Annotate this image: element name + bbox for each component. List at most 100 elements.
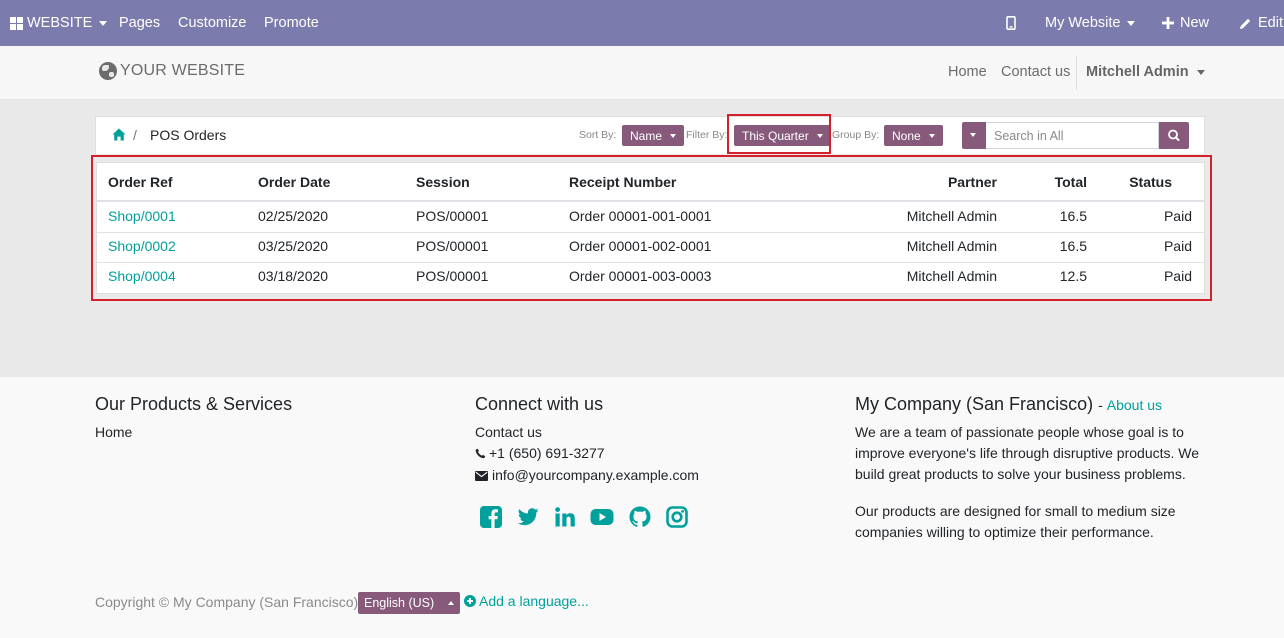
footer-home-link[interactable]: Home [95, 424, 133, 440]
plus-circle-icon [464, 595, 476, 607]
products-heading: Our Products & Services [95, 394, 293, 414]
session: POS/00001 [416, 208, 489, 224]
chevron-down-icon [816, 133, 823, 138]
envelope-icon [475, 470, 488, 481]
order-date: 03/25/2020 [258, 238, 329, 254]
user-name: Mitchell Admin [1086, 64, 1189, 80]
chevron-down-icon [928, 133, 935, 138]
order-date: 03/18/2020 [258, 268, 329, 284]
table-header-divider [97, 200, 1204, 202]
site-logo[interactable]: YOUR WEBSITE [99, 62, 245, 80]
search-input[interactable] [986, 122, 1159, 149]
filter-by-value: This Quarter [742, 128, 809, 143]
breadcrumb-current: POS Orders [150, 127, 227, 143]
phone-number: +1 (650) 691-3277 [489, 445, 605, 461]
row-divider [97, 232, 1204, 233]
site-header: YOUR WEBSITE Home Contact us Mitchell Ad… [0, 46, 1284, 100]
promote-menu[interactable]: Promote [264, 0, 319, 46]
session: POS/00001 [416, 238, 489, 254]
language-selector[interactable]: English (US) [358, 592, 461, 614]
group-by-dropdown[interactable]: None [884, 125, 943, 146]
orders-table: Order Ref Order Date Session Receipt Num… [96, 162, 1205, 294]
youtube-icon[interactable] [590, 505, 614, 529]
breadcrumb-separator: / [133, 127, 137, 143]
col-header-order-date: Order Date [258, 174, 331, 190]
user-menu[interactable]: Mitchell Admin [1086, 64, 1205, 80]
nav-contact-link[interactable]: Contact us [1001, 64, 1071, 80]
search-button[interactable] [1159, 122, 1189, 149]
partner: Mitchell Admin [906, 268, 997, 284]
about-us-link[interactable]: About us [1106, 397, 1163, 413]
chevron-down-icon [99, 20, 108, 26]
col-header-partner: Partner [947, 174, 997, 190]
website-menu-label: WEBSITE [27, 15, 93, 31]
company-title-separator: - [1098, 397, 1103, 413]
company-description: We are a team of passionate people whose… [855, 424, 1200, 482]
plus-icon [1162, 17, 1174, 29]
footer-contact-link[interactable]: Contact us [475, 424, 542, 440]
row-divider [97, 262, 1204, 263]
twitter-icon[interactable] [516, 505, 540, 529]
filter-by-dropdown[interactable]: This Quarter [734, 125, 831, 146]
customize-label: Customize [178, 15, 247, 31]
sort-by-dropdown[interactable]: Name [622, 125, 685, 146]
col-header-receipt-number: Receipt Number [569, 174, 677, 190]
nav-home-link[interactable]: Home [948, 64, 987, 80]
admin-topbar: WEBSITE Pages Customize Promote My Websi… [0, 0, 1284, 46]
search-filter-dropdown[interactable] [962, 122, 986, 149]
instagram-icon[interactable] [665, 505, 689, 529]
order-ref-link[interactable]: Shop/0001 [108, 208, 176, 224]
status: Paid [1163, 208, 1192, 224]
order-ref-link[interactable]: Shop/0002 [108, 238, 176, 254]
new-button[interactable]: New [1162, 0, 1209, 46]
add-language-link[interactable]: Add a language... [464, 593, 589, 609]
col-header-order-ref: Order Ref [108, 174, 173, 190]
globe-icon [99, 62, 117, 80]
pages-menu[interactable]: Pages [119, 0, 160, 46]
logo-text: YOUR WEBSITE [120, 62, 246, 79]
linkedin-icon[interactable] [553, 505, 577, 529]
facebook-icon[interactable] [479, 505, 503, 529]
my-website-menu[interactable]: My Website [1045, 0, 1136, 46]
receipt-number: Order 00001-002-0001 [569, 238, 712, 254]
edit-button[interactable]: Edit [1239, 0, 1283, 46]
new-label: New [1180, 15, 1210, 31]
status: Paid [1163, 238, 1192, 254]
company-title: My Company (San Francisco) [855, 394, 1094, 414]
phone-icon [475, 448, 486, 459]
search-icon [1168, 129, 1180, 141]
pencil-icon [1240, 18, 1251, 29]
apps-grid-icon [10, 16, 23, 30]
chevron-up-icon [448, 601, 455, 605]
receipt-number: Order 00001-003-0003 [569, 268, 712, 284]
github-icon[interactable] [628, 505, 652, 529]
email-address: info@yourcompany.example.com [492, 467, 699, 483]
sort-by-value: Name [630, 128, 663, 143]
col-header-session: Session [416, 174, 470, 190]
chevron-down-icon [670, 133, 677, 138]
edit-label: Edit [1258, 15, 1283, 31]
partner: Mitchell Admin [906, 238, 997, 254]
email-line: info@yourcompany.example.com [475, 465, 699, 486]
company-description-2: Our products are designed for small to m… [855, 503, 1176, 540]
order-ref-link[interactable]: Shop/0004 [108, 268, 176, 284]
group-by-value: None [892, 128, 921, 143]
website-menu[interactable]: WEBSITE [10, 0, 108, 46]
customize-menu[interactable]: Customize [178, 0, 247, 46]
filter-by-label: Filter By: [686, 129, 728, 141]
session: POS/00001 [416, 268, 489, 284]
site-footer: Our Products & Services Home Connect wit… [0, 377, 1284, 638]
chevron-down-icon [1127, 20, 1136, 26]
my-website-label: My Website [1045, 15, 1121, 31]
group-by-label: Group By: [832, 129, 880, 141]
portal-control-bar: / POS Orders Sort By: Name Filter By: Th… [95, 116, 1205, 154]
copyright-text: Copyright © My Company (San Francisco) [95, 594, 359, 610]
mobile-preview-button[interactable] [1006, 0, 1016, 46]
home-icon[interactable] [112, 128, 126, 141]
chevron-down-icon [970, 133, 976, 137]
total: 12.5 [1059, 268, 1087, 284]
order-date: 02/25/2020 [258, 208, 329, 224]
col-header-total: Total [1054, 174, 1087, 190]
total: 16.5 [1059, 208, 1087, 224]
chevron-down-icon [1196, 69, 1205, 75]
